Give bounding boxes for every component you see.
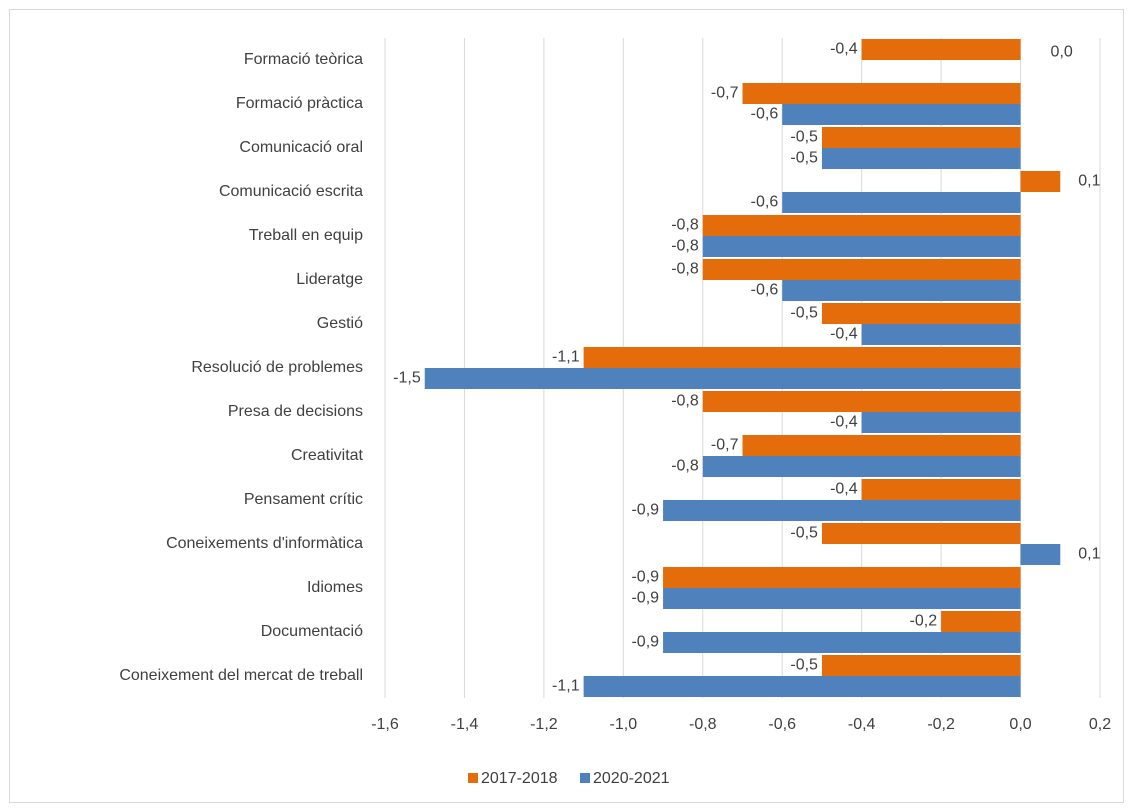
data-label: -0,8: [671, 458, 699, 475]
data-label: -0,9: [631, 569, 659, 586]
bar: [702, 391, 1021, 412]
y-tick-label: Creativitat: [291, 447, 364, 464]
data-label: 0,1: [1078, 546, 1100, 563]
y-tick-label: Treball en equip: [249, 227, 363, 244]
data-label: -1,1: [552, 349, 580, 366]
y-tick-label: Documentació: [261, 623, 363, 640]
x-tick-label: -0,2: [927, 716, 955, 733]
bar: [583, 347, 1021, 368]
data-label: -0,4: [830, 414, 858, 431]
y-tick-label: Coneixements d'informàtica: [166, 535, 363, 552]
bar: [424, 368, 1021, 389]
bar: [702, 456, 1021, 477]
data-label: -1,5: [393, 370, 421, 387]
data-label: -0,5: [790, 129, 818, 146]
data-label: -0,6: [751, 282, 779, 299]
data-label: -0,9: [631, 590, 659, 607]
x-tick-label: -0,8: [689, 716, 717, 733]
y-tick-label: Gestió: [317, 315, 363, 332]
bar: [583, 676, 1021, 697]
bar: [821, 127, 1021, 148]
bar: [742, 83, 1021, 104]
x-tick-label: -1,6: [371, 716, 399, 733]
y-tick-label: Comunicació escrita: [219, 183, 363, 200]
bar: [782, 192, 1021, 213]
y-tick-label: Comunicació oral: [239, 139, 363, 156]
bar: [702, 236, 1021, 257]
data-label: 0,0: [1051, 44, 1073, 61]
legend-swatch: [580, 773, 590, 783]
bar: [821, 303, 1021, 324]
legend-swatch: [468, 773, 478, 783]
data-label: -0,4: [830, 41, 858, 58]
bar: [663, 632, 1021, 653]
y-tick-label: Formació pràctica: [236, 95, 363, 112]
bar: [663, 567, 1021, 588]
y-tick-label: Idiomes: [307, 579, 363, 596]
bar: [861, 39, 1021, 60]
data-label: -0,8: [671, 238, 699, 255]
bar: [702, 259, 1021, 280]
data-label: -0,5: [790, 150, 818, 167]
y-tick-label: Presa de decisions: [228, 403, 363, 420]
bar: [821, 523, 1021, 544]
data-label: -0,8: [671, 217, 699, 234]
data-label: -0,7: [711, 85, 739, 102]
bar: [663, 500, 1021, 521]
x-tick-label: -1,4: [451, 716, 479, 733]
bar: [742, 435, 1021, 456]
data-label: -1,1: [552, 678, 580, 695]
bar: [702, 215, 1021, 236]
bar: [782, 280, 1021, 301]
y-tick-label: Formació teòrica: [244, 51, 363, 68]
x-tick-label: 0,0: [1009, 716, 1031, 733]
data-label: -0,6: [751, 194, 779, 211]
legend-label: 2020-2021: [593, 770, 670, 787]
x-tick-label: -0,4: [848, 716, 876, 733]
data-label: -0,6: [751, 106, 779, 123]
data-label: -0,5: [790, 657, 818, 674]
x-tick-label: -0,6: [768, 716, 796, 733]
y-tick-label: Coneixement del mercat de treball: [119, 667, 363, 684]
bar: [861, 479, 1021, 500]
bar: [1020, 171, 1061, 192]
data-label: -0,9: [631, 502, 659, 519]
legend-label: 2017-2018: [481, 770, 558, 787]
data-label: 0,1: [1078, 173, 1100, 190]
bar: [941, 611, 1021, 632]
data-label: -0,8: [671, 261, 699, 278]
bar: [1020, 544, 1061, 565]
x-tick-label: 0,2: [1089, 716, 1111, 733]
data-label: -0,7: [711, 437, 739, 454]
data-label: -0,4: [830, 326, 858, 343]
bar: [861, 412, 1021, 433]
y-tick-label: Pensament crític: [244, 491, 363, 508]
x-tick-label: -1,2: [530, 716, 558, 733]
y-tick-label: Lideratge: [296, 271, 363, 288]
bar: [821, 655, 1021, 676]
x-tick-label: -1,0: [610, 716, 638, 733]
data-label: -0,9: [631, 634, 659, 651]
data-label: -0,5: [790, 525, 818, 542]
bar: [861, 324, 1021, 345]
data-label: -0,5: [790, 305, 818, 322]
data-label: -0,2: [910, 613, 938, 630]
bar: [821, 148, 1021, 169]
data-label: -0,8: [671, 393, 699, 410]
y-tick-label: Resolució de problemes: [191, 359, 363, 376]
bar: [782, 104, 1021, 125]
bar: [663, 588, 1021, 609]
data-label: -0,4: [830, 481, 858, 498]
